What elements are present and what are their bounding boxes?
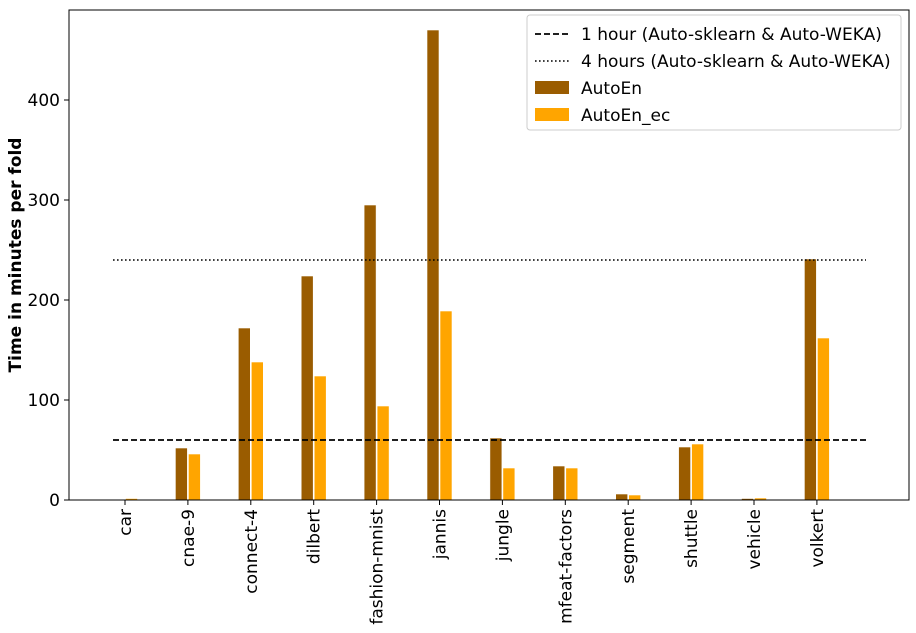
y-tick-label-200: 200	[28, 291, 60, 311]
reference-lines-group	[113, 259, 866, 441]
x-tick-label-vehicle: vehicle	[745, 509, 765, 570]
bar-autoen-jungle	[489, 437, 503, 501]
x-tick-label-dilbert: dilbert	[305, 509, 325, 564]
bar-autoen-connect-4	[238, 327, 251, 501]
legend-swatch-autoen	[535, 81, 569, 94]
bar-autoen-ec-segment	[628, 494, 642, 501]
bar-autoen-ec-jungle	[502, 467, 516, 501]
x-tick-label-car: car	[116, 509, 136, 536]
bar-autoen-ec-fashion-mnist	[376, 405, 390, 501]
bars-group	[112, 29, 830, 501]
legend: 1 hour (Auto-sklearn & Auto-WEKA) 4 hours…	[526, 14, 902, 131]
x-tick-label-mfeat-factors: mfeat-factors	[556, 509, 576, 624]
x-tick-label-cnae-9: cnae-9	[179, 509, 199, 567]
bar-autoen-mfeat-factors	[552, 465, 566, 501]
bar-autoen-volkert	[804, 258, 817, 501]
bar-autoen-ec-dilbert	[313, 375, 327, 501]
legend-swatch-autoen-ec	[535, 108, 569, 121]
x-tick-label-connect-4: connect-4	[242, 509, 262, 594]
x-tick-label-jannis: jannis	[431, 509, 451, 560]
bar-autoen-ec-mfeat-factors	[565, 467, 579, 501]
y-tick-label-0: 0	[49, 491, 60, 511]
axes-frame	[68, 9, 910, 501]
bar-autoen-segment	[615, 493, 629, 501]
bar-autoen-shuttle	[678, 446, 691, 501]
legend-label-2: AutoEn	[581, 79, 642, 99]
axes-group: 0 100 200 300 400 car cnae-9 connect-4 dilbert fa…	[28, 9, 910, 625]
legend-label-3: AutoEn_ec	[581, 106, 670, 126]
x-tick-label-volkert: volkert	[808, 509, 828, 568]
bar-autoen-ec-volkert	[817, 337, 830, 501]
x-tick-label-jungle: jungle	[493, 509, 513, 562]
bar-autoen-ec-connect-4	[251, 361, 264, 501]
y-tick-label-300: 300	[28, 191, 60, 211]
x-tick-label-fashion-mnist: fashion-mnist	[368, 509, 388, 625]
bar-autoen-ec-jannis	[439, 310, 453, 501]
y-tick-label-400: 400	[28, 91, 60, 111]
bar-autoen-ec-shuttle	[691, 443, 704, 501]
y-axis-title: Time in minutes per fold	[6, 138, 26, 373]
bar-autoen-jannis	[426, 29, 440, 501]
bar-autoen-dilbert	[300, 275, 314, 501]
bar-autoen-cnae-9	[175, 447, 188, 501]
legend-label-0: 1 hour (Auto-sklearn & Auto-WEKA)	[581, 25, 882, 45]
legend-box	[526, 14, 902, 131]
bar-autoen-fashion-mnist	[363, 204, 377, 501]
x-tick-label-segment: segment	[619, 509, 639, 584]
y-tick-label-100: 100	[28, 391, 60, 411]
x-tick-label-shuttle: shuttle	[682, 509, 702, 568]
bar-autoen-ec-cnae-9	[188, 453, 201, 501]
legend-label-1: 4 hours (Auto-sklearn & Auto-WEKA)	[581, 52, 891, 72]
